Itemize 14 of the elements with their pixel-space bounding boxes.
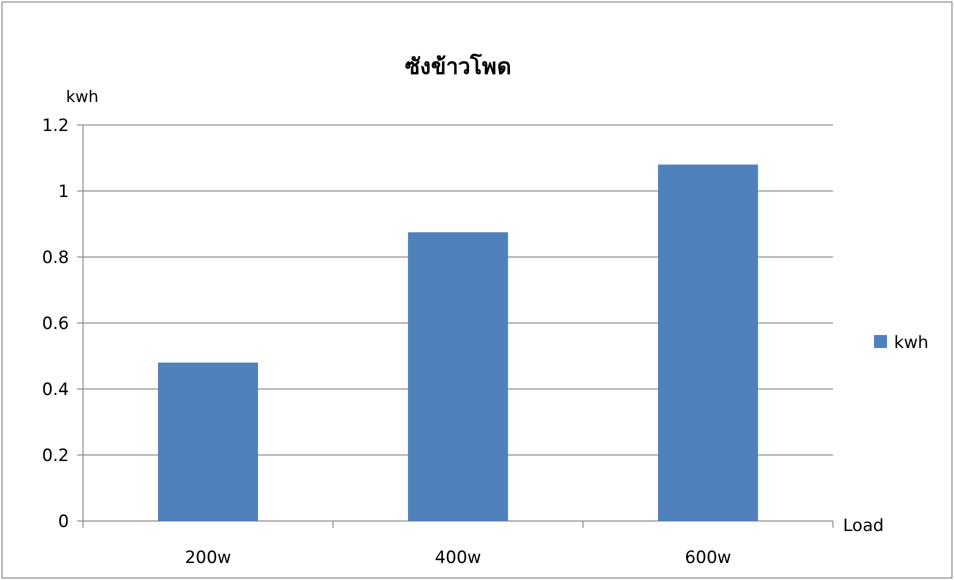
chart-title: ซังข้าวโพด [405,53,511,80]
x-tick-label: 600w [684,548,732,568]
y-tick-label: 0.8 [42,248,69,268]
x-tick-label: 200w [184,548,232,568]
y-tick-label: 0.6 [42,314,69,334]
y-tick-label: 0 [58,512,69,532]
y-tick-label: 0.2 [42,446,69,466]
y-tick-label: 0.4 [42,380,69,400]
y-tick-label: 1 [58,182,69,202]
x-axis-title: Load [843,516,884,536]
y-tick-label: 1.2 [42,116,69,136]
x-tick-label: 400w [434,548,482,568]
y-axis-title: kwh [66,87,98,106]
legend-label: kwh [894,333,929,353]
